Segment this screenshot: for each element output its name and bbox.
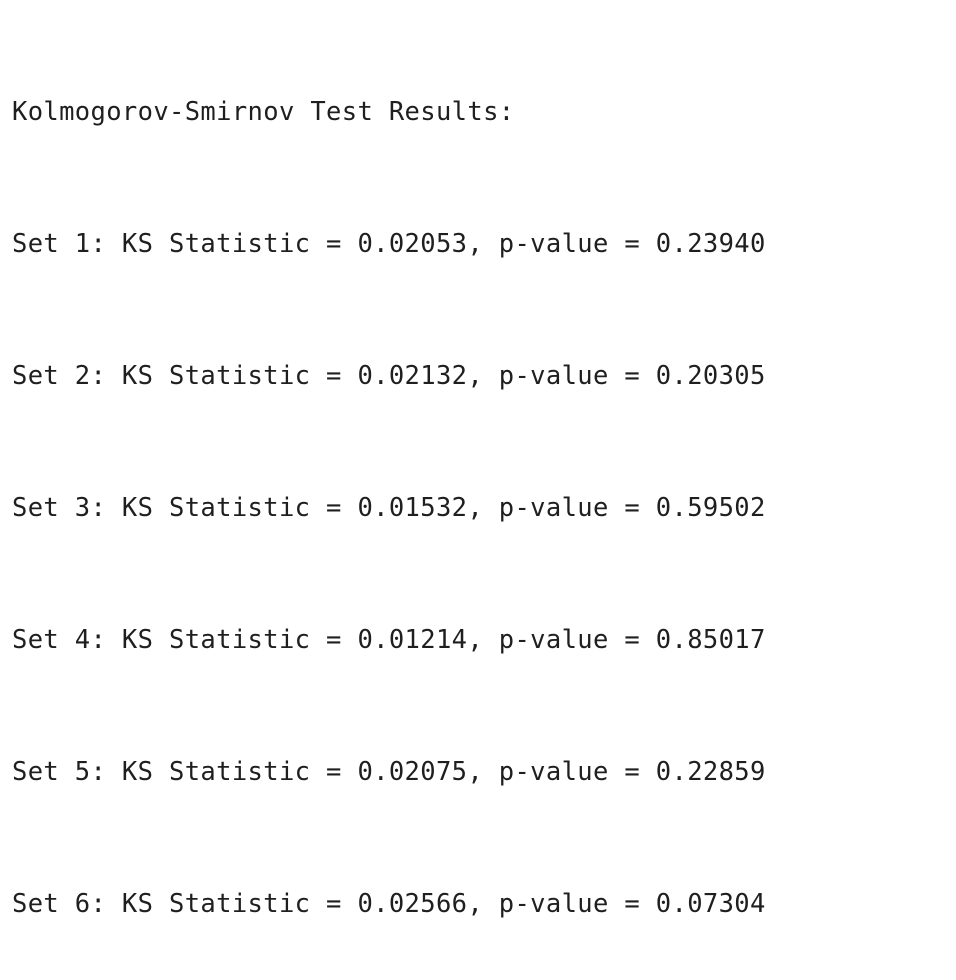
result-line-set-2: Set 2: KS Statistic = 0.02132, p-value =… [12,361,766,391]
result-line-set-4: Set 4: KS Statistic = 0.01214, p-value =… [12,625,766,655]
result-line-set-3: Set 3: KS Statistic = 0.01532, p-value =… [12,493,766,523]
result-line-set-5: Set 5: KS Statistic = 0.02075, p-value =… [12,757,766,787]
console-output: Kolmogorov-Smirnov Test Results: Set 1: … [12,2,781,980]
result-line-set-1: Set 1: KS Statistic = 0.02053, p-value =… [12,229,766,259]
results-title: Kolmogorov-Smirnov Test Results: [12,97,515,127]
result-line-set-6: Set 6: KS Statistic = 0.02566, p-value =… [12,889,766,919]
